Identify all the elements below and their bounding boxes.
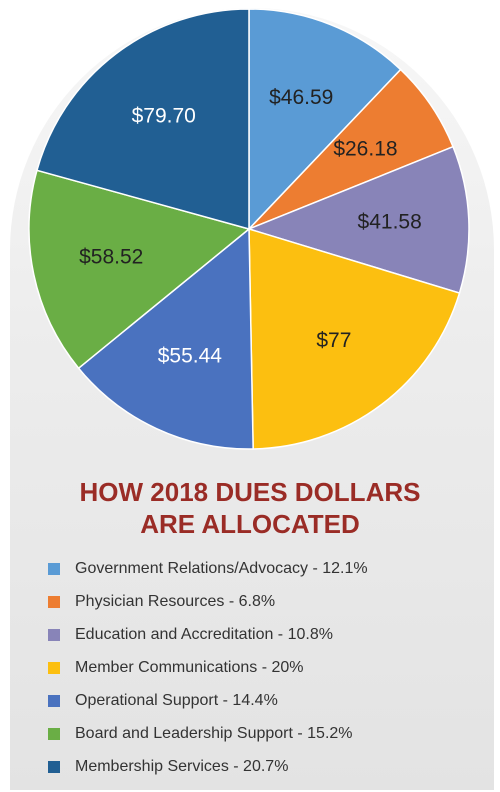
pie-slice-3 xyxy=(246,145,470,294)
pie-slice-6 xyxy=(28,169,251,370)
chart-legend: Government Relations/Advocacy - 12.1% Phy… xyxy=(48,552,368,783)
pie-slice-label-1: $46.59 xyxy=(269,86,333,109)
pie-slice-1 xyxy=(248,8,402,231)
legend-swatch xyxy=(48,727,60,740)
legend-item-1: Government Relations/Advocacy - 12.1% xyxy=(48,552,368,585)
legend-swatch xyxy=(48,661,60,674)
chart-title-line-1: HOW 2018 DUES DOLLARS xyxy=(79,477,421,507)
legend-label: Board and Leadership Support - 15.2% xyxy=(75,724,353,742)
legend-label: Membership Services - 20.7% xyxy=(75,757,289,775)
legend-item-4: Member Communications - 20% xyxy=(48,651,368,684)
pie-slice-label-7: $79.70 xyxy=(132,104,196,127)
pie-chart: $46.59 $26.18 $41.58 $77 $55.44 $58.52 $79.70 xyxy=(28,8,470,450)
pie-slice-label-3: $41.58 xyxy=(358,210,422,233)
chart-title: HOW 2018 DUES DOLLARS ARE ALLOCATED xyxy=(0,476,500,540)
legend-swatch xyxy=(48,694,60,707)
legend-label: Education and Accreditation - 10.8% xyxy=(75,625,333,643)
legend-swatch xyxy=(48,628,60,641)
legend-label: Member Communications - 20% xyxy=(75,658,304,676)
legend-swatch xyxy=(48,760,60,773)
pie-slice-label-5: $55.44 xyxy=(158,344,223,367)
pie-slice-4 xyxy=(248,227,461,450)
legend-swatch xyxy=(48,562,60,575)
legend-label: Operational Support - 14.4% xyxy=(75,691,278,709)
pie-slice-label-6: $58.52 xyxy=(79,246,143,269)
pie-slice-label-2: $26.18 xyxy=(333,137,397,160)
chart-title-line-2: ARE ALLOCATED xyxy=(140,509,360,539)
legend-label: Physician Resources - 6.8% xyxy=(75,592,276,610)
legend-label: Government Relations/Advocacy - 12.1% xyxy=(75,559,368,577)
pie-slice-7 xyxy=(36,8,250,230)
legend-item-6: Board and Leadership Support - 15.2% xyxy=(48,717,368,750)
pie-slice-label-4: $77 xyxy=(316,329,351,352)
legend-swatch xyxy=(48,595,60,608)
legend-item-7: Membership Services - 20.7% xyxy=(48,750,368,783)
legend-item-2: Physician Resources - 6.8% xyxy=(48,585,368,618)
legend-item-5: Operational Support - 14.4% xyxy=(48,684,368,717)
legend-item-3: Education and Accreditation - 10.8% xyxy=(48,618,368,651)
pie-slice-5 xyxy=(77,227,254,450)
